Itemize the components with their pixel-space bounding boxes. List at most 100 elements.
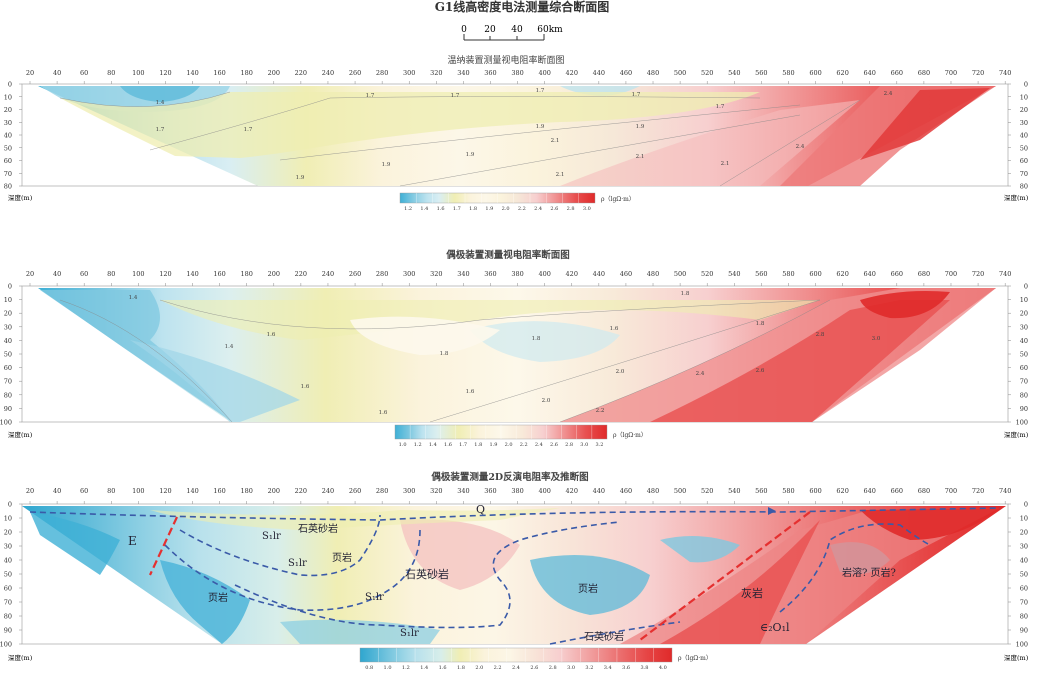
depth-tick-label: 0 [1024, 501, 1028, 509]
x-tick-label: 40 [53, 69, 61, 77]
depth-tick-label: 30 [1020, 119, 1028, 127]
depth-tick-label: 80 [4, 613, 12, 621]
contour-line [149, 96, 761, 151]
arrow-head [768, 507, 776, 515]
contour-line [59, 91, 231, 107]
high-resistivity-zone [660, 520, 820, 644]
depth-tick-label: 90 [1020, 627, 1028, 635]
depth-tick-label: 70 [1020, 378, 1028, 386]
depth-tick-label: 90 [1020, 405, 1028, 413]
depth-tick-label: 90 [4, 405, 12, 413]
contour-label: 1.9 [636, 124, 645, 130]
x-tick-label: 420 [566, 270, 578, 278]
x-tick-label: 680 [918, 69, 930, 77]
x-tick-label: 520 [701, 69, 713, 77]
depth-tick-label: 70 [1020, 599, 1028, 607]
x-tick-label: 380 [511, 487, 523, 495]
depth-tick-label: 0 [8, 81, 12, 89]
x-tick-label: 320 [430, 270, 442, 278]
legend-value: 2.4 [512, 665, 520, 671]
scale-tick: 20 [484, 25, 496, 35]
legend-value: 3.4 [604, 665, 612, 671]
legend-value: 2.6 [550, 442, 558, 448]
depth-label-left: 深度(m) [8, 653, 33, 662]
x-tick-label: 260 [349, 69, 361, 77]
x-tick-label: 80 [107, 69, 115, 77]
x-tick-label: 220 [295, 270, 307, 278]
depth-tick-label: 20 [4, 529, 12, 537]
panel-wenner: 温纳装置测量视电阻率断面图 20 40 60 80 100 120 140 160 180 200… [4, 54, 1029, 212]
depth-tick-label: 10 [1020, 93, 1028, 101]
contour-label: 2.0 [616, 369, 625, 375]
low-resistivity-zone [130, 340, 300, 422]
depth-tick-label: 60 [1020, 585, 1028, 593]
depth-tick-label: 70 [4, 599, 12, 607]
x-tick-label: 640 [864, 270, 876, 278]
x-tick-label: 660 [891, 270, 903, 278]
geo-label-karst: 岩溶? 页岩? [842, 566, 896, 579]
depth-tick-label: 40 [4, 132, 12, 140]
legend-value: 3.8 [640, 665, 648, 671]
x-tick-label: 540 [728, 487, 740, 495]
depth-tick-label: 30 [4, 119, 12, 127]
panel-inversion: 偶极装置测量2D反演电阻率及推断图 20 40 60 80 100 120 140 160 18… [0, 471, 1029, 671]
mid-resistivity-band [60, 92, 760, 158]
depth-tick-label: 40 [1020, 557, 1028, 565]
x-tick-label: 500 [674, 487, 686, 495]
depth-tick-label: 50 [4, 351, 12, 359]
x-tick-label: 140 [186, 69, 198, 77]
legend-value: 3.6 [622, 665, 630, 671]
x-tick-label: 40 [53, 487, 61, 495]
contour-label: 1.4 [129, 295, 138, 301]
x-tick-label: 640 [864, 487, 876, 495]
x-tick-label: 580 [782, 270, 794, 278]
depth-tick-label: 80 [4, 183, 12, 191]
x-tick-label: 700 [945, 487, 957, 495]
contour-label: 1.8 [532, 336, 541, 342]
legend-value: 0.8 [365, 665, 373, 671]
depth-tick-label: 10 [4, 296, 12, 304]
low-resistivity-zone [530, 555, 650, 615]
x-tick-label: 560 [755, 69, 767, 77]
x-tick-label: 480 [647, 270, 659, 278]
depth-tick-label: 100 [1016, 419, 1028, 427]
depth-tick-label: 60 [1020, 364, 1028, 372]
x-tick-label: 720 [972, 487, 984, 495]
x-tick-label: 360 [484, 69, 496, 77]
x-tick-label: 120 [159, 69, 171, 77]
depth-tick-label: 10 [4, 93, 12, 101]
high-resistivity-zone [860, 291, 950, 319]
x-tick-label: 580 [782, 487, 794, 495]
x-tick-label: 660 [891, 487, 903, 495]
x-axis: 20 40 60 80 100 120 140 160 180 200 220 240 260 280 30… [26, 69, 1011, 84]
contour-label: 1.7 [451, 93, 460, 99]
depth-tick-label: 30 [1020, 323, 1028, 331]
x-tick-label: 660 [891, 69, 903, 77]
x-tick-label: 480 [647, 487, 659, 495]
x-tick-label: 180 [240, 270, 252, 278]
contour-label: 1.9 [536, 124, 545, 130]
x-tick-label: 220 [295, 487, 307, 495]
x-tick-label: 500 [674, 69, 686, 77]
inferred-boundary [779, 523, 931, 613]
depth-tick-label: 70 [1020, 170, 1028, 178]
x-tick-label: 180 [240, 487, 252, 495]
panel-title: 偶极装置测量2D反演电阻率及推断图 [431, 471, 588, 483]
x-tick-label: 460 [620, 487, 632, 495]
depth-tick-label: 40 [1020, 337, 1028, 345]
legend-unit: ρ（lgΩ·m） [678, 655, 712, 662]
legend-value: 3.2 [595, 442, 603, 448]
depth-tick-label: 60 [1020, 157, 1028, 165]
x-tick-label: 540 [728, 270, 740, 278]
geo-label-limestone: 灰岩 [741, 586, 763, 600]
geo-label-shale: 页岩 [332, 551, 352, 564]
x-tick-label: 80 [107, 487, 115, 495]
x-tick-label: 360 [484, 487, 496, 495]
contour-label: 1.6 [301, 384, 310, 390]
x-tick-label: 200 [268, 487, 280, 495]
legend-value: 2.2 [494, 665, 502, 671]
legend-value: 2.0 [505, 442, 513, 448]
depth-tick-label: 30 [1020, 543, 1028, 551]
mid-resistivity-band [350, 316, 500, 355]
geo-label-quartz: 石英砂岩 [584, 630, 624, 643]
